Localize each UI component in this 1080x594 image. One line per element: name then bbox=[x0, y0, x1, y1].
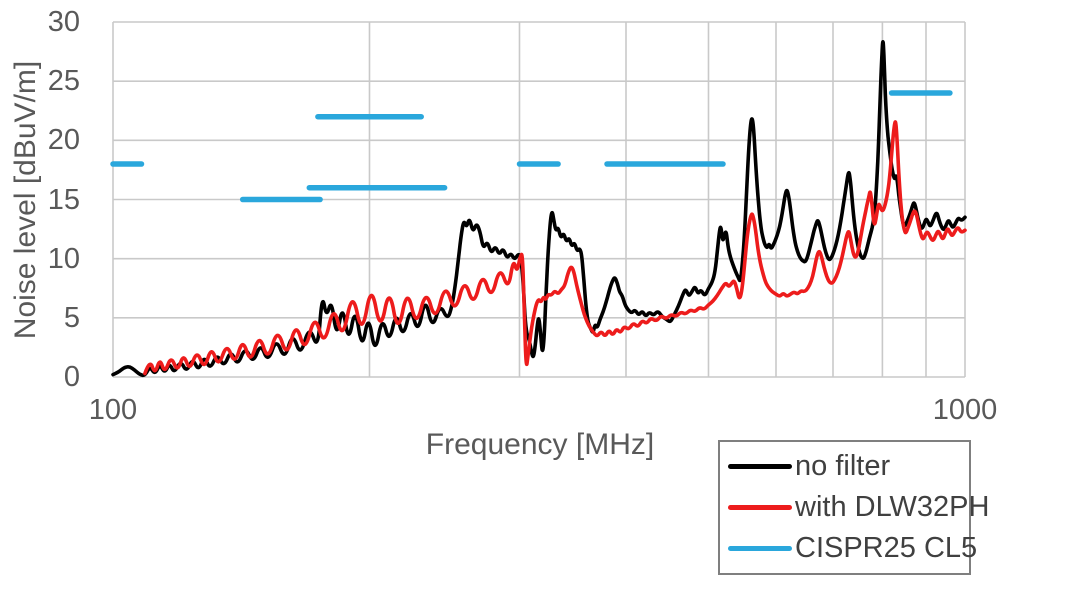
legend-item-no-filter: no filter bbox=[728, 450, 969, 483]
y-tick-label-30: 30 bbox=[47, 6, 80, 38]
legend-label-with-dlw32ph: with DLW32PH bbox=[795, 491, 990, 523]
y-tick-label-15: 15 bbox=[47, 183, 80, 216]
y-tick-label-20: 20 bbox=[47, 124, 80, 157]
legend: no filter with DLW32PH CISPR25 CL5 bbox=[718, 440, 989, 575]
y-tick-label-5: 5 bbox=[63, 301, 80, 334]
y-tick-label-0: 0 bbox=[63, 361, 80, 393]
series-line-no-filter bbox=[111, 40, 967, 378]
x-tick-label-100: 100 bbox=[88, 394, 138, 426]
x-tick-label-1000: 1000 bbox=[932, 394, 998, 426]
series-line-with-dlw32ph bbox=[143, 120, 967, 376]
x-axis-title: Frequency [MHz] bbox=[425, 428, 655, 461]
legend-swatch-with-dlw32ph bbox=[728, 505, 792, 510]
legend-item-with-dlw32ph: with DLW32PH bbox=[728, 491, 989, 524]
legend-label-cispr25-cl5: CISPR25 CL5 bbox=[795, 532, 978, 564]
legend-swatch-cispr25-cl5 bbox=[728, 546, 792, 551]
y-tick-label-10: 10 bbox=[47, 242, 80, 275]
legend-label-no-filter: no filter bbox=[795, 450, 891, 482]
legend-item-cispr25-cl5: CISPR25 CL5 bbox=[728, 532, 977, 565]
y-tick-label-25: 25 bbox=[47, 65, 80, 98]
legend-swatch-no-filter bbox=[728, 464, 792, 469]
